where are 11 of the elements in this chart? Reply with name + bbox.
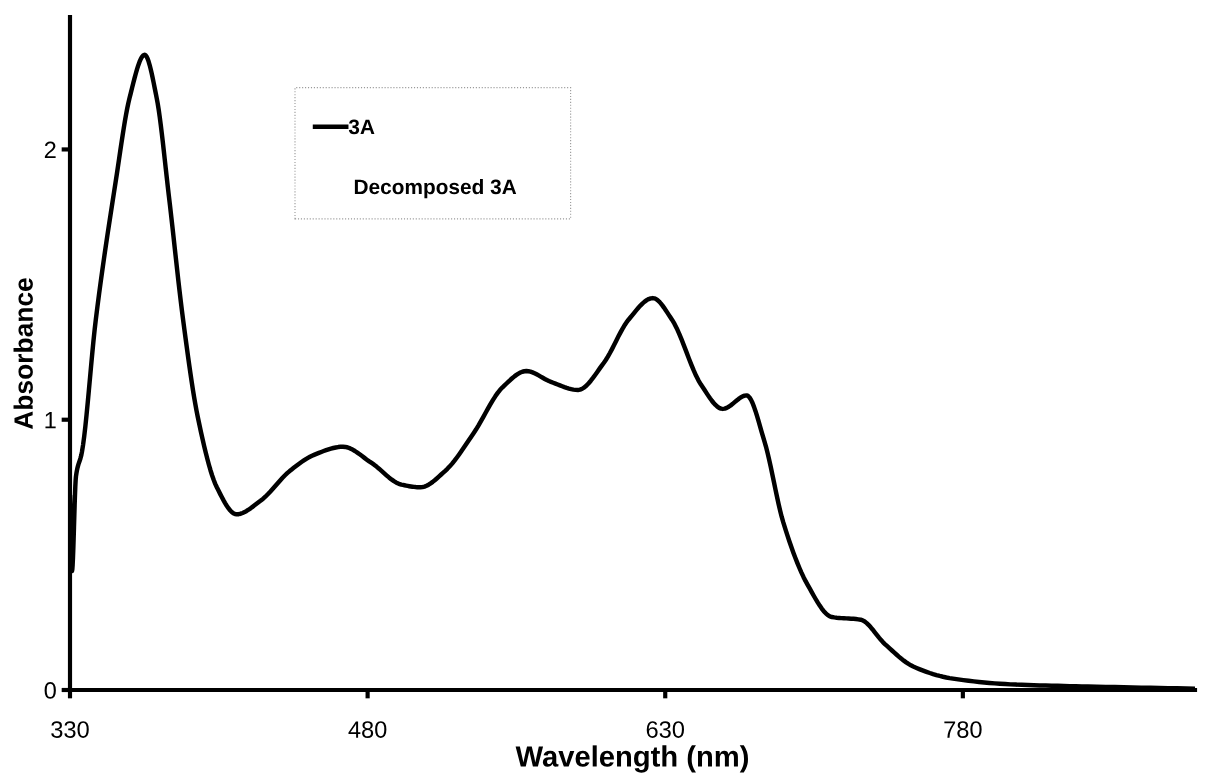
y-tick-label: 0	[44, 682, 56, 699]
y-axis-title: Absorbance	[13, 278, 33, 430]
y-tick-label: 1	[45, 412, 56, 429]
legend-label: 3A	[348, 119, 375, 135]
x-tick-label: 480	[348, 721, 387, 738]
annotation: Decomposed 3A	[354, 178, 517, 199]
x-tick-label: 780	[944, 721, 982, 738]
x-tick-label: 330	[51, 721, 89, 738]
x-axis-title: Wavelength (nm)	[515, 745, 748, 773]
y-tick-label: 2	[44, 141, 56, 158]
x-tick-label: 630	[646, 721, 685, 738]
